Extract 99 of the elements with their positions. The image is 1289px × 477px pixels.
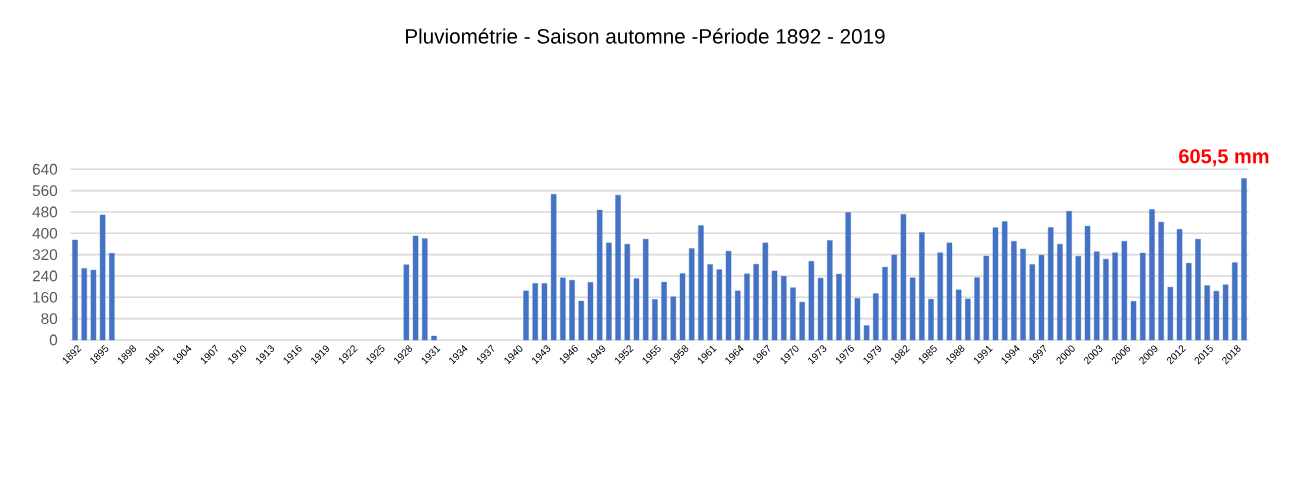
bar (983, 255, 989, 341)
bar (670, 296, 677, 341)
bar (1186, 262, 1192, 341)
bar (974, 277, 980, 341)
bar (587, 282, 594, 341)
bar (955, 289, 962, 341)
bar (827, 240, 833, 341)
bar (652, 299, 658, 341)
bar (1130, 301, 1137, 341)
data-label: 605,5 mm (1179, 149, 1269, 167)
bar (771, 270, 778, 341)
bar (661, 281, 667, 341)
y-tick-label: 240 (32, 270, 58, 282)
y-tick-label: 560 (32, 185, 58, 197)
bar (873, 293, 879, 341)
bar (900, 214, 907, 341)
bar (1029, 264, 1036, 341)
y-tick-label: 0 (49, 334, 58, 346)
bar (523, 290, 529, 341)
bar (716, 269, 723, 341)
bar (698, 225, 704, 341)
bar (578, 300, 584, 341)
bar (1047, 227, 1054, 341)
bar (808, 261, 815, 341)
bar (90, 269, 97, 341)
bar (882, 266, 888, 341)
y-tick-label: 160 (33, 291, 58, 303)
bar (1084, 225, 1091, 341)
chart-title: Pluviométrie - Saison automne -Période 1892 - 2019 (406, 28, 885, 44)
y-tick-label: 640 (32, 163, 58, 175)
bar (1093, 251, 1100, 341)
bar (1103, 258, 1109, 341)
bar (799, 301, 805, 341)
y-tick-label: 320 (32, 249, 58, 261)
bar (532, 283, 538, 341)
bar (81, 268, 87, 341)
bar (735, 290, 741, 341)
bar (1232, 262, 1238, 341)
bar (854, 298, 861, 341)
bar (633, 278, 640, 341)
bar (1241, 178, 1247, 341)
bar (781, 276, 787, 341)
bar (891, 254, 897, 341)
bar (1001, 221, 1008, 341)
bar (863, 325, 870, 341)
bar (919, 232, 925, 341)
bar (1213, 290, 1220, 341)
bar (744, 273, 750, 341)
bar (928, 298, 934, 341)
bar (1176, 229, 1183, 341)
bar (431, 335, 437, 341)
bar (1222, 284, 1229, 341)
bar (753, 264, 759, 341)
bar (845, 212, 851, 341)
bar (817, 277, 824, 341)
bar (1121, 241, 1128, 341)
bar (422, 238, 428, 341)
bar (946, 242, 953, 341)
bar (569, 280, 575, 341)
bar (1158, 221, 1164, 341)
bar (965, 298, 971, 341)
bar (1149, 209, 1155, 341)
bar (1112, 252, 1118, 341)
bar (72, 239, 78, 341)
bar (909, 277, 916, 341)
bar (1011, 241, 1017, 341)
bar (992, 227, 999, 341)
bar (99, 214, 106, 341)
bar (606, 242, 612, 341)
bar (1195, 238, 1201, 341)
bar (1057, 244, 1063, 341)
bar (615, 194, 621, 341)
bar (550, 194, 557, 341)
bar (1140, 252, 1146, 341)
bar (403, 264, 410, 341)
bar (725, 250, 732, 341)
bar (1066, 210, 1072, 341)
bar (707, 264, 713, 341)
bar (624, 244, 631, 341)
y-tick-label: 80 (41, 313, 58, 325)
bar (688, 248, 695, 341)
y-tick-label: 400 (32, 227, 58, 239)
bar (1075, 256, 1082, 341)
bar (642, 238, 649, 341)
bar (109, 253, 115, 341)
bar (1038, 254, 1045, 341)
bar (1204, 285, 1210, 341)
bar (596, 209, 603, 341)
bar (790, 287, 796, 341)
bar (541, 283, 548, 341)
bar (1020, 248, 1026, 341)
bar (679, 273, 686, 341)
bar (1167, 286, 1174, 341)
bar (836, 273, 842, 341)
bar (937, 252, 943, 341)
y-tick-label: 480 (32, 206, 58, 218)
bar (412, 235, 419, 341)
bar (560, 277, 566, 341)
bar (762, 242, 769, 341)
